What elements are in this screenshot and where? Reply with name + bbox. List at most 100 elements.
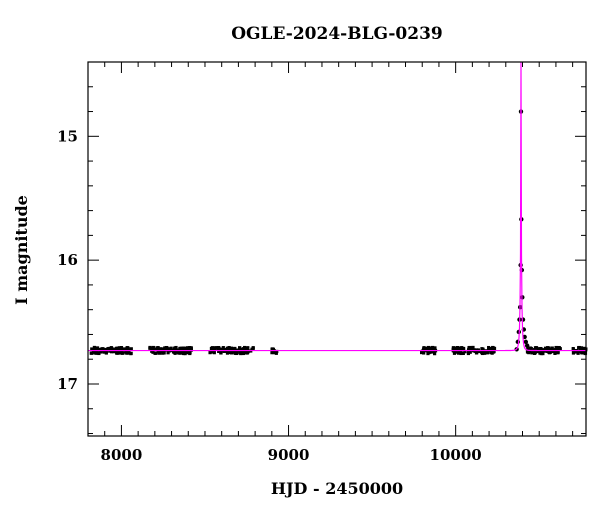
data-point bbox=[463, 349, 467, 354]
data-point bbox=[429, 346, 433, 350]
data-point bbox=[103, 349, 108, 353]
x-tick-label: 10000 bbox=[430, 446, 482, 464]
data-point bbox=[94, 350, 99, 354]
model-curve bbox=[88, 62, 586, 352]
data-point bbox=[178, 346, 182, 351]
data-point bbox=[557, 346, 561, 351]
data-point bbox=[164, 345, 169, 350]
data-point bbox=[491, 350, 496, 354]
data-point bbox=[537, 347, 541, 351]
data-point bbox=[487, 345, 491, 350]
data-point bbox=[160, 347, 164, 351]
data-point bbox=[539, 349, 543, 353]
data-point bbox=[129, 347, 133, 351]
data-point bbox=[123, 347, 127, 352]
data-point bbox=[478, 349, 482, 354]
data-point bbox=[115, 351, 119, 355]
data-point bbox=[538, 351, 542, 355]
data-point bbox=[482, 351, 487, 355]
data-point bbox=[186, 346, 190, 350]
data-point bbox=[178, 351, 182, 355]
data-point bbox=[188, 347, 192, 351]
data-point bbox=[92, 345, 96, 350]
data-point bbox=[467, 346, 471, 350]
data-point bbox=[151, 347, 155, 351]
data-point bbox=[539, 346, 543, 351]
axis-ticks bbox=[87, 61, 586, 436]
data-point bbox=[455, 346, 459, 350]
data-point bbox=[97, 347, 101, 351]
data-point bbox=[480, 347, 484, 351]
data-point bbox=[540, 348, 545, 352]
data-point bbox=[148, 346, 152, 350]
data-point bbox=[582, 346, 586, 350]
data-point bbox=[274, 351, 278, 355]
data-point bbox=[422, 346, 426, 351]
data-point bbox=[580, 351, 585, 355]
data-point bbox=[245, 346, 250, 351]
data-point bbox=[173, 346, 177, 350]
data-point bbox=[459, 351, 463, 356]
data-point bbox=[492, 346, 497, 351]
data-point bbox=[427, 350, 431, 355]
data-point bbox=[481, 351, 485, 356]
data-point bbox=[489, 350, 493, 355]
x-axis-label: HJD - 2450000 bbox=[271, 479, 403, 498]
data-point bbox=[555, 346, 559, 350]
data-point bbox=[159, 349, 163, 354]
data-point bbox=[533, 348, 537, 352]
data-point bbox=[433, 346, 437, 350]
data-point bbox=[106, 347, 110, 351]
y-tick-label: 16 bbox=[57, 251, 78, 269]
x-tick-label: 8000 bbox=[101, 446, 143, 464]
data-point bbox=[468, 350, 472, 354]
data-point bbox=[420, 349, 424, 353]
data-point bbox=[166, 351, 170, 355]
data-point bbox=[245, 349, 250, 354]
data-point bbox=[451, 346, 456, 350]
tick-labels: 8000 9000 10000 15 16 17 bbox=[57, 127, 482, 464]
data-point bbox=[490, 348, 494, 352]
data-point bbox=[233, 351, 237, 355]
data-points bbox=[89, 109, 588, 356]
data-point bbox=[546, 350, 551, 354]
data-point bbox=[583, 351, 587, 356]
data-point bbox=[125, 351, 129, 355]
data-point bbox=[529, 347, 533, 351]
data-point bbox=[91, 350, 96, 354]
data-point bbox=[227, 345, 231, 350]
data-point bbox=[425, 346, 430, 350]
data-point bbox=[523, 339, 529, 345]
data-point bbox=[242, 347, 246, 351]
data-point bbox=[251, 346, 255, 350]
data-point bbox=[548, 347, 552, 352]
data-point bbox=[238, 346, 242, 350]
data-point bbox=[461, 351, 465, 356]
data-point bbox=[550, 346, 554, 350]
data-point bbox=[545, 346, 549, 351]
data-point bbox=[225, 346, 229, 350]
data-point bbox=[275, 349, 279, 354]
data-point bbox=[150, 349, 154, 353]
data-point bbox=[99, 350, 103, 354]
data-point bbox=[156, 346, 160, 350]
data-point bbox=[471, 345, 475, 350]
data-point bbox=[229, 351, 233, 355]
data-point bbox=[530, 351, 534, 355]
data-point bbox=[217, 347, 221, 351]
data-point bbox=[534, 346, 539, 350]
data-point bbox=[104, 351, 108, 355]
data-point bbox=[174, 349, 178, 353]
data-point bbox=[158, 351, 162, 355]
data-point bbox=[187, 351, 191, 355]
data-point bbox=[431, 347, 435, 352]
data-point bbox=[221, 346, 225, 350]
data-point bbox=[461, 346, 466, 351]
data-point bbox=[239, 351, 243, 356]
data-point bbox=[225, 351, 230, 355]
data-point bbox=[115, 346, 119, 350]
data-point bbox=[571, 351, 576, 355]
data-point bbox=[90, 347, 94, 351]
data-point bbox=[272, 349, 276, 353]
